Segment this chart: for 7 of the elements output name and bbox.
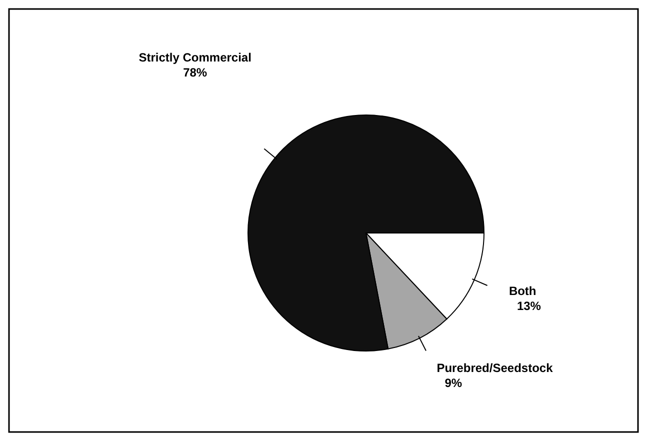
data-label: 9% [444,376,462,390]
data-label: 78% [183,65,208,80]
slice-label: Purebred/Seedstock [436,360,554,375]
data-label: 13% [516,298,542,313]
slice-label: Strictly Commercial [138,50,252,64]
slice-label: Both [508,284,536,298]
pie-slice [248,114,484,352]
